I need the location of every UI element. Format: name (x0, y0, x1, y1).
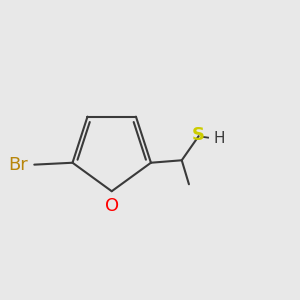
Text: H: H (213, 131, 225, 146)
Text: Br: Br (9, 156, 28, 174)
Text: O: O (105, 197, 119, 215)
Text: S: S (192, 126, 205, 144)
